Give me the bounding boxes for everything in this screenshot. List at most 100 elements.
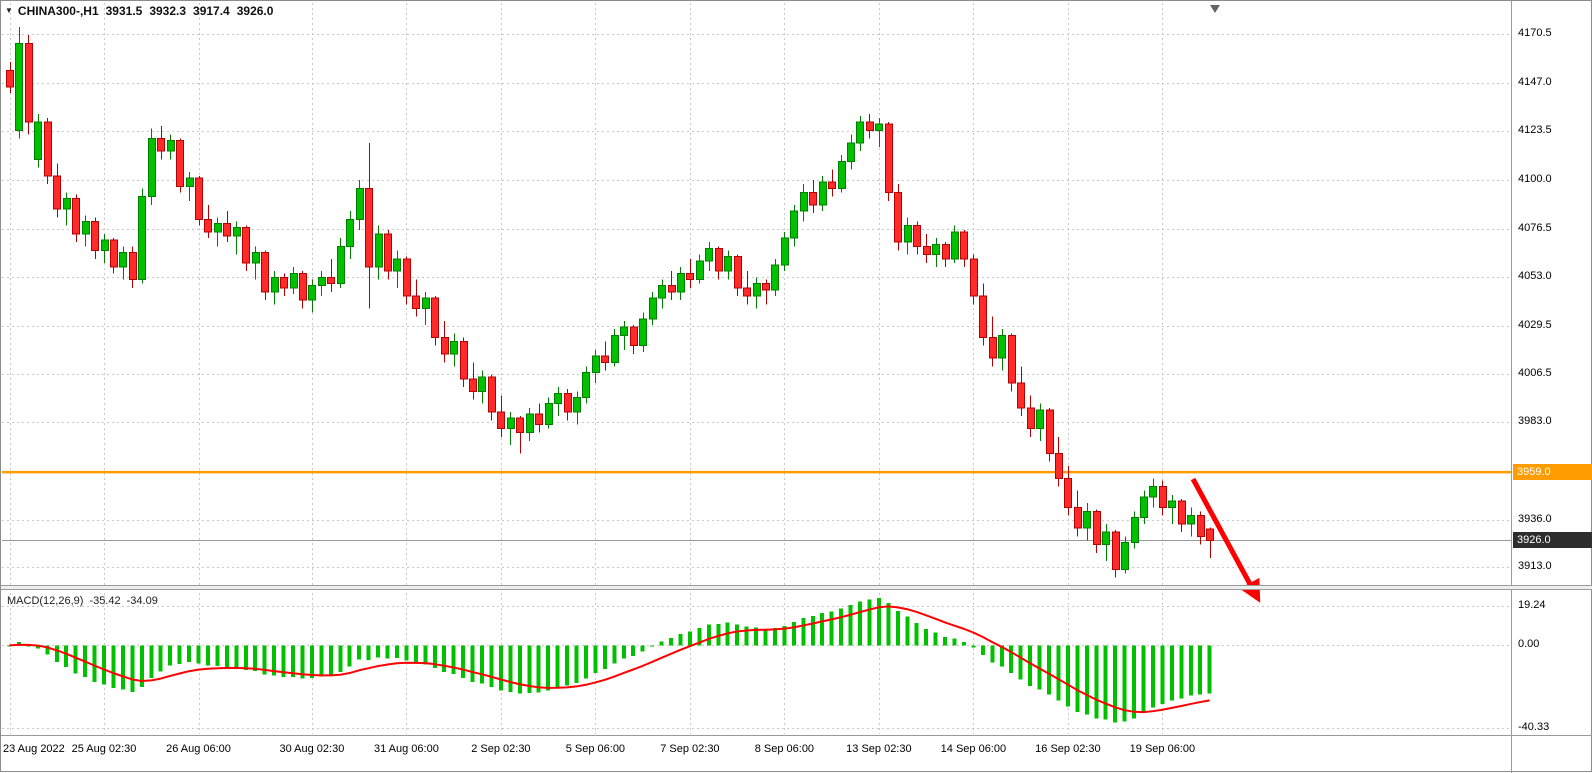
time-axis-label: 2 Sep 02:30: [471, 743, 531, 755]
time-axis-label: 14 Sep 06:00: [940, 743, 1007, 755]
candle: [658, 279, 666, 309]
candle: [1178, 498, 1186, 533]
candle: [923, 233, 931, 263]
candle: [573, 391, 581, 425]
grid-layer: [2, 3, 1511, 734]
candle: [1102, 523, 1110, 562]
candle: [34, 113, 42, 168]
candle: [838, 155, 846, 193]
candle: [450, 333, 458, 367]
candle: [167, 134, 175, 160]
candle: [913, 221, 921, 255]
candle: [119, 246, 127, 280]
candle: [1093, 509, 1101, 553]
candle: [25, 35, 33, 135]
price-axis-label: 4123.5: [1518, 124, 1552, 137]
candle: [998, 329, 1006, 371]
candle: [1140, 490, 1148, 524]
ohlc-low-value: 3917.4: [193, 4, 230, 18]
candle: [1206, 527, 1214, 559]
candle: [686, 258, 694, 288]
time-axis-label: 16 Sep 02:30: [1035, 743, 1101, 755]
candle: [1112, 530, 1120, 578]
candle: [620, 320, 628, 350]
time-axis-label: 13 Sep 02:30: [846, 743, 912, 755]
candle: [734, 254, 742, 297]
candle: [554, 387, 562, 417]
candle: [790, 204, 798, 247]
candle: [15, 26, 23, 139]
candle: [365, 142, 373, 309]
candle: [497, 395, 505, 437]
candle: [847, 134, 855, 170]
candle: [942, 242, 950, 268]
candle: [668, 271, 676, 301]
candle: [715, 246, 723, 280]
candle: [299, 271, 307, 309]
candle: [753, 277, 761, 309]
candle: [1055, 436, 1063, 487]
candle: [951, 225, 959, 263]
candle: [1008, 333, 1016, 392]
candle: [375, 225, 383, 280]
candle: [705, 242, 713, 272]
candle: [894, 184, 902, 251]
candle: [979, 283, 987, 346]
time-axis-label: 19 Sep 06:00: [1129, 743, 1196, 755]
chart-shift-marker-icon[interactable]: [1210, 5, 1220, 13]
candle: [53, 163, 61, 218]
candle: [743, 271, 751, 305]
candle: [460, 337, 468, 388]
candle: [176, 138, 184, 193]
time-axis-label: 26 Aug 06:00: [166, 743, 231, 755]
candle: [252, 246, 260, 280]
candle: [346, 211, 354, 259]
candle: [1197, 511, 1205, 545]
candle: [356, 180, 364, 230]
candle: [885, 122, 893, 201]
candle: [989, 316, 997, 367]
candle: [138, 188, 146, 284]
candle: [1168, 494, 1176, 524]
candle: [592, 349, 600, 384]
candle: [431, 296, 439, 346]
candle: [771, 258, 779, 297]
candle: [535, 403, 543, 433]
pane-splitter[interactable]: [1, 585, 1592, 590]
candle: [469, 362, 477, 400]
candle: [261, 250, 269, 301]
price-axis-label: 3936.0: [1518, 512, 1552, 525]
candle: [526, 407, 534, 441]
candle: [1074, 490, 1082, 537]
candle: [1064, 465, 1072, 516]
candle: [91, 217, 99, 259]
candle: [318, 271, 326, 297]
candle: [72, 194, 80, 243]
candle: [82, 215, 90, 247]
time-axis-label: 7 Sep 02:30: [660, 743, 720, 755]
candle: [422, 291, 430, 326]
candle: [866, 113, 874, 139]
candle: [233, 221, 241, 255]
candle: [611, 329, 619, 367]
macd-axis-label: 19.24: [1518, 599, 1546, 612]
quick-trade-collapse-icon[interactable]: ▼: [5, 6, 13, 15]
hline-price-tag: 3959.0: [1513, 464, 1592, 481]
candle: [1027, 395, 1035, 437]
candle: [6, 62, 14, 94]
candle: [1131, 511, 1139, 549]
time-axis-separator: [1, 735, 1592, 736]
candle: [441, 320, 449, 363]
candle: [724, 250, 732, 280]
candle: [148, 128, 156, 205]
ohlc-high-value: 3932.3: [149, 4, 187, 18]
candle: [403, 256, 411, 305]
candle: [696, 254, 704, 284]
trend-arrow-annotation[interactable]: [1190, 477, 1261, 603]
candle: [242, 225, 250, 272]
candle: [1187, 507, 1195, 537]
candle: [214, 217, 222, 247]
price-axis-label: 4029.5: [1518, 319, 1552, 332]
